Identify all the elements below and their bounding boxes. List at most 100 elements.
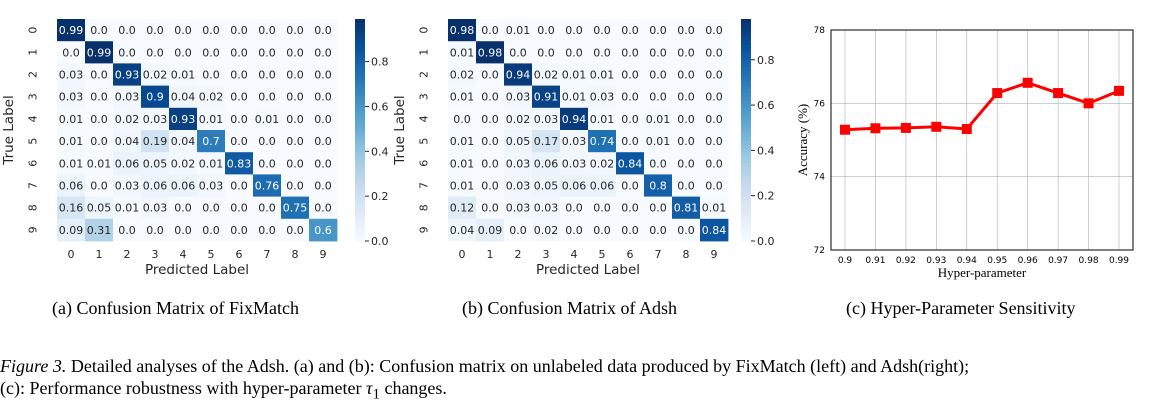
heatmap-value: 0.03 [143,202,168,215]
heatmap-cell [560,85,589,109]
colorbar-segment [741,152,751,157]
heatmap-cell [141,218,170,242]
colorbar-segment [355,67,365,72]
x-tick-label: 0.93 [926,256,946,266]
colorbar-segment [741,204,751,209]
heatmap-value: 0.05 [534,180,559,193]
heatmap-value: 0.0 [621,24,639,37]
heatmap-value: 0.0 [649,202,667,215]
colorbar-tick-label: 0.4 [757,144,775,157]
heatmap-cell [672,218,701,242]
heatmap-cell [169,152,198,175]
heatmap-value: 0.0 [314,180,332,193]
heatmap-value: 0.0 [705,69,723,82]
heatmap-cell [672,152,701,175]
heatmap-cell [532,63,561,86]
heatmap-cell [113,196,142,220]
tau-symbol: τ [366,378,373,398]
y-tick-label: 6 [418,160,431,167]
heatmap-value: 0.74 [590,135,615,148]
y-tick-label: 2 [27,71,40,78]
heatmap-cell [281,152,310,175]
heatmap-value: 0.0 [705,157,723,170]
heatmap-value: 0.0 [258,157,276,170]
heatmap-value: 0.0 [621,180,639,193]
heatmap-cell [281,174,310,197]
colorbar-segment [355,52,365,57]
heatmap-cell [560,218,589,242]
colorbar-segment [355,26,365,31]
heatmap-value: 0.17 [534,135,559,148]
colorbar-segment [741,30,751,35]
heatmap-value: 0.0 [174,202,192,215]
heatmap-cell [616,19,645,42]
heatmap-value: 0.0 [258,224,276,237]
heatmap-cell [309,107,338,131]
heatmap-cell [504,107,533,131]
heatmap-cell [532,196,561,220]
colorbar-segment [741,78,751,83]
heatmap-value: 0.94 [506,69,531,82]
heatmap-cell [85,19,114,42]
heatmap-cell [85,63,114,86]
heatmap-value: 0.0 [705,91,723,104]
heatmap-cell [113,107,142,131]
data-point [1114,85,1124,96]
heatmap-cell [253,196,282,220]
heatmap-cell [253,107,282,131]
colorbar-segment [355,137,365,142]
heatmap-cell [281,85,310,109]
figure-caption-text: Detailed analyses of the Adsh. (a) and (… [66,356,970,376]
colorbar-segment [741,144,751,149]
heatmap-cell [281,130,310,153]
heatmap-cell [225,107,254,131]
colorbar-segment [741,200,751,205]
data-point [900,122,911,133]
colorbar-segment [355,22,365,27]
heatmap-cell [113,218,142,242]
heatmap-value: 0.75 [283,202,308,215]
y-tick-label: 74 [814,173,826,183]
heatmap-value: 0.0 [202,224,220,237]
heatmap-value: 0.0 [230,224,248,237]
y-tick-label: 78 [814,26,826,36]
heatmap-value: 0.01 [255,113,280,126]
heatmap-cell [309,19,338,42]
heatmap-value: 0.0 [118,224,136,237]
line-chart-sensitivity: 72 74 76 78 0.9 0.91 0.92 0.93 0.94 0.95 0.96 0.97 0… [795,26,1134,280]
heatmap-value: 0.01 [171,69,196,82]
colorbar-segment [355,229,365,235]
x-tick-label: 0.9 [838,256,853,266]
x-tick-label: 2 [124,248,131,261]
colorbar-segment [355,204,365,209]
colorbar-tick-label: 0.0 [757,235,775,248]
heatmap-value: 0.0 [481,91,499,104]
heatmap-value: 0.0 [146,224,164,237]
heatmap-value: 0.99 [87,46,112,59]
heatmap-value: 0.06 [590,180,615,193]
heatmap-value: 0.0 [481,202,499,215]
heatmap-cell [588,218,617,242]
heatmap-value: 0.02 [450,69,475,82]
colorbar-segment [355,144,365,149]
heatmap-value: 0.03 [506,157,531,170]
heatmap-cell [141,152,170,175]
colorbar-segment [741,44,751,50]
x-tick-label: 8 [292,248,299,261]
x-tick-label: 3 [543,248,550,261]
heatmap-value: 0.03 [506,180,531,193]
colorbar-segment [741,104,751,109]
heatmap-cell [616,85,645,109]
heatmap-value: 0.0 [202,202,220,215]
heatmap-value: 0.01 [59,157,84,170]
heatmap-cell [225,85,254,109]
heatmap-cell [448,196,477,220]
heatmap-value: 0.0 [565,224,583,237]
heatmap-cell [476,152,505,175]
heatmap-value: 0.0 [509,46,527,59]
heatmap-cell [476,19,505,42]
heatmap-cell [197,85,226,109]
heatmap-cell [504,174,533,197]
heatmap-cell [588,152,617,175]
heatmap-cell [225,19,254,42]
